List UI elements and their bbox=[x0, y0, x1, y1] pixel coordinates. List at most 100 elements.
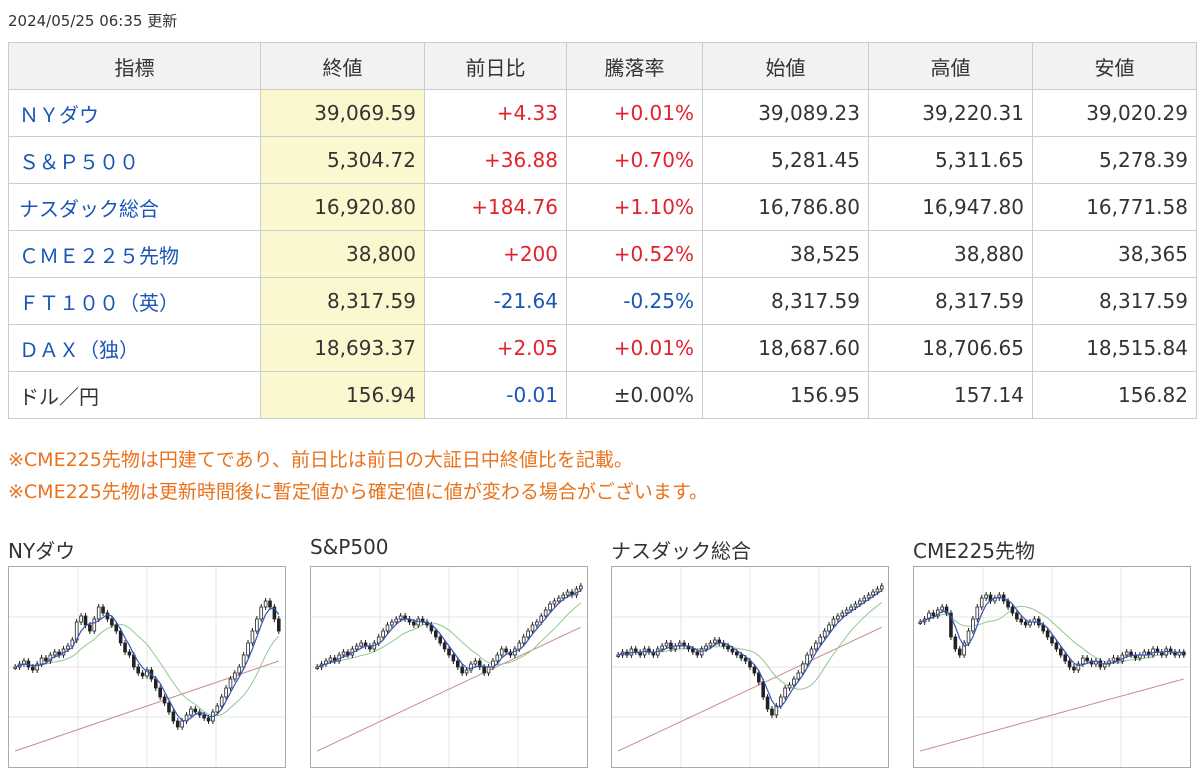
candle-body bbox=[1076, 663, 1081, 671]
candle-body bbox=[13, 666, 17, 669]
candle-body bbox=[96, 606, 101, 620]
candle-body bbox=[997, 594, 1002, 599]
candle-body bbox=[442, 642, 447, 650]
candle-body bbox=[219, 696, 224, 707]
high-value: 8,317.59 bbox=[868, 277, 1033, 325]
candle-body bbox=[1058, 648, 1063, 656]
candle-body bbox=[35, 663, 39, 671]
moving-average-mid bbox=[317, 602, 582, 668]
candle-body bbox=[26, 660, 31, 668]
index-link-nasdaq[interactable]: ナスダック総合 bbox=[19, 196, 159, 221]
moving-average-long bbox=[316, 626, 582, 752]
index-link-nydow[interactable]: ＮＹダウ bbox=[19, 102, 99, 127]
candle-body bbox=[39, 657, 44, 665]
candle-body bbox=[836, 615, 840, 620]
candle-body bbox=[233, 672, 237, 680]
candle-body bbox=[136, 666, 141, 674]
open-value: 39,089.23 bbox=[702, 89, 869, 137]
candle-body bbox=[792, 678, 796, 686]
candle-body bbox=[1054, 642, 1059, 650]
table-row: ナスダック総合 16,920.80 +184.76 +1.10% 16,786.… bbox=[8, 183, 1197, 231]
low-value: 8,317.59 bbox=[1032, 277, 1197, 325]
candle-body bbox=[110, 618, 114, 626]
candle-body bbox=[539, 615, 544, 623]
candle-body bbox=[565, 591, 570, 596]
update-timestamp: 2024/05/25 06:35 更新 bbox=[8, 12, 178, 30]
index-link-dax[interactable]: ＤＡＸ（独） bbox=[19, 337, 139, 362]
table-row: ＦＴ１００（英） 8,317.59 -21.64 -0.25% 8,317.59… bbox=[8, 277, 1197, 325]
moving-average-short bbox=[618, 590, 883, 708]
table-row: ＣＭＥ２２５先物 38,800 +200 +0.52% 38,525 38,88… bbox=[8, 230, 1197, 278]
index-link-cme225[interactable]: ＣＭＥ２２５先物 bbox=[19, 243, 179, 268]
candle-body bbox=[175, 720, 180, 728]
candle-body bbox=[1160, 651, 1164, 656]
change-value: +2.05 bbox=[424, 324, 567, 372]
candle-body bbox=[818, 636, 823, 644]
candle-body bbox=[255, 618, 259, 632]
candle-body bbox=[451, 654, 456, 662]
candle-body bbox=[1173, 651, 1177, 656]
candle-body bbox=[739, 654, 744, 659]
change-value: +4.33 bbox=[424, 89, 567, 137]
candle-body bbox=[1050, 636, 1054, 644]
candle-body bbox=[579, 585, 583, 590]
header-change-rate: 騰落率 bbox=[566, 42, 703, 90]
candle-body bbox=[1019, 618, 1024, 623]
chart-cme225[interactable] bbox=[913, 566, 1191, 768]
candle-body bbox=[783, 687, 787, 698]
candle-body bbox=[616, 654, 620, 657]
candle-body bbox=[1023, 621, 1028, 626]
header-open: 始値 bbox=[702, 42, 869, 90]
chart-nydow[interactable] bbox=[8, 566, 286, 768]
index-link-ft100[interactable]: ＦＴ１００（英） bbox=[19, 290, 179, 315]
candle-body bbox=[477, 660, 482, 668]
candle-body bbox=[931, 612, 936, 617]
chart-nasdaq[interactable] bbox=[611, 566, 889, 768]
table-row: ＮＹダウ 39,069.59 +4.33 +0.01% 39,089.23 39… bbox=[8, 89, 1197, 137]
candle-body bbox=[57, 651, 61, 656]
candle-body bbox=[202, 714, 206, 719]
index-name-cell: ドル／円 bbox=[8, 371, 261, 419]
candle-body bbox=[52, 651, 57, 656]
chart-sp500[interactable] bbox=[310, 566, 588, 768]
index-name-cell: ＮＹダウ bbox=[8, 89, 261, 137]
candle-body bbox=[1067, 660, 1072, 668]
candle-body bbox=[193, 708, 198, 713]
candle-body bbox=[412, 621, 416, 626]
change-rate-value: -0.25% bbox=[566, 277, 703, 325]
candle-body bbox=[708, 642, 713, 647]
candle-body bbox=[88, 624, 92, 632]
candle-body bbox=[752, 666, 757, 674]
candle-body bbox=[822, 630, 827, 638]
open-value: 16,786.80 bbox=[702, 183, 869, 231]
table-row: ドル／円 156.94 -0.01 ±0.00% 156.95 157.14 1… bbox=[8, 371, 1197, 419]
candle-body bbox=[557, 597, 561, 602]
candle-body bbox=[953, 636, 958, 650]
candle-body bbox=[341, 651, 346, 656]
candle-body bbox=[1015, 612, 1019, 620]
candle-body bbox=[957, 648, 962, 656]
index-link-sp500[interactable]: Ｓ＆Ｐ５００ bbox=[19, 149, 139, 174]
open-value: 5,281.45 bbox=[702, 136, 869, 184]
candle-body bbox=[664, 642, 669, 647]
candle-body bbox=[840, 612, 845, 617]
candle-body bbox=[831, 618, 836, 626]
close-value: 5,304.72 bbox=[260, 136, 425, 184]
moving-average-short bbox=[15, 607, 280, 722]
candle-body bbox=[354, 645, 359, 650]
candle-body bbox=[651, 651, 656, 656]
candle-body bbox=[180, 720, 184, 728]
candle-body bbox=[30, 666, 35, 671]
close-value: 8,317.59 bbox=[260, 277, 425, 325]
candle-body bbox=[263, 600, 268, 608]
candle-body bbox=[866, 594, 871, 599]
candle-body bbox=[1124, 651, 1129, 656]
candle-body bbox=[237, 666, 242, 674]
header-indicator: 指標 bbox=[8, 42, 261, 90]
candle-body bbox=[158, 687, 162, 698]
candle-body bbox=[101, 606, 105, 614]
candle-body bbox=[1080, 657, 1085, 665]
candle-body bbox=[735, 651, 739, 656]
high-value: 16,947.80 bbox=[868, 183, 1033, 231]
candle-body bbox=[552, 600, 557, 605]
